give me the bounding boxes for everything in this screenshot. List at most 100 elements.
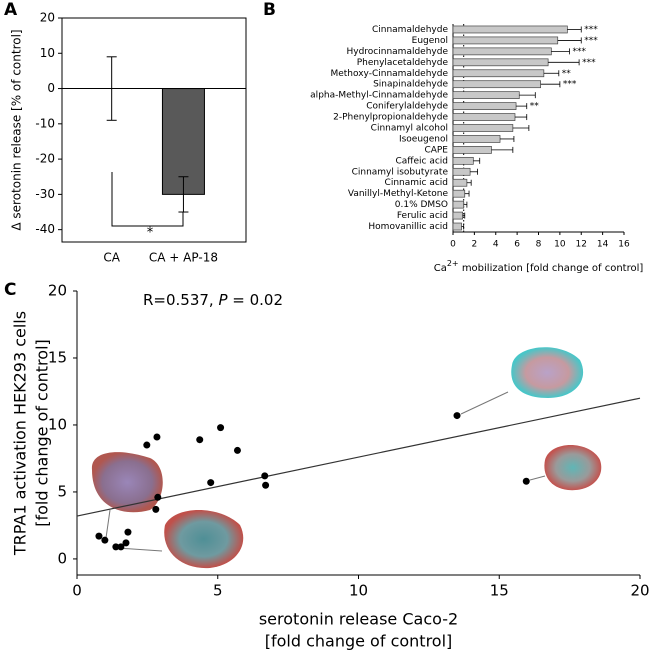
category-label: Cinnamic acid <box>385 178 448 188</box>
x-tick-label: 14 <box>597 240 609 250</box>
error-bar <box>473 157 481 164</box>
x-tick-label: 12 <box>576 240 587 250</box>
connector <box>105 509 111 539</box>
category-label: Caffeic acid <box>395 156 448 166</box>
category-label: Cinnamyl alcohol <box>371 124 448 134</box>
bar <box>452 113 516 121</box>
x-axis-label: serotonin release Caco-2 <box>259 610 458 629</box>
y-tick-label: 5 <box>57 482 67 500</box>
y-axis-label: TRPA1 activation HEK293 cells <box>11 311 30 556</box>
y-axis-label: [fold change of control] <box>33 339 52 527</box>
bar <box>452 47 552 56</box>
bar <box>452 167 471 176</box>
significance-label: ** <box>562 69 572 79</box>
y-tick-label: 20 <box>40 11 55 25</box>
bar <box>452 36 559 45</box>
error-bar <box>466 179 472 186</box>
category-label: Cinnamaldehyde <box>372 25 448 35</box>
connector <box>460 391 509 415</box>
x-axis-label: [fold change of control] <box>265 632 453 651</box>
x-tick-label: 4 <box>493 240 499 250</box>
category-label: Phenylacetaldehyde <box>357 58 449 68</box>
data-point <box>233 446 241 454</box>
x-tick-label: 20 <box>630 582 649 600</box>
x-axis-label: Ca2+ mobilization [fold change of contro… <box>434 259 644 274</box>
connector <box>529 475 546 481</box>
data-point <box>101 536 109 544</box>
error-bar <box>557 37 582 44</box>
x-tick-label: 10 <box>554 240 566 250</box>
x-tick-label: 0 <box>72 582 82 600</box>
category-label: alpha-Methyl-Cinnamaldehyde <box>310 91 448 101</box>
y-tick-label: -40 <box>35 222 55 236</box>
x-tick-label: 15 <box>490 582 509 600</box>
data-point <box>453 412 461 420</box>
error-bar <box>514 114 528 121</box>
x-tick-label: CA <box>103 251 120 265</box>
data-point <box>117 543 125 551</box>
annotation-part: P <box>218 291 228 309</box>
x-tick-label: 10 <box>349 582 368 600</box>
bar <box>452 102 517 110</box>
error-bar <box>540 81 561 88</box>
error-bar <box>178 176 189 213</box>
x-tick-label: 16 <box>618 240 630 250</box>
molecule-surfaces <box>91 347 602 569</box>
significance-label: *** <box>563 80 577 90</box>
y-tick-label: 0 <box>57 549 67 567</box>
significance-label: *** <box>582 58 596 68</box>
annotation-part: R=0.537, <box>143 291 218 309</box>
data-point <box>261 472 269 480</box>
bar <box>452 156 474 165</box>
error-bar <box>491 146 514 153</box>
category-label: Methoxy-Cinnamaldehyde <box>330 69 448 79</box>
error-bar <box>516 103 528 110</box>
molecule-surface <box>91 452 163 513</box>
data-point <box>196 436 204 444</box>
category-label: Eugenol <box>412 36 448 46</box>
category-label: Isoeugenol <box>399 134 448 144</box>
y-tick-label: 10 <box>40 46 55 60</box>
category-label: 2-Phenylpropionaldehyde <box>333 113 448 123</box>
error-bar <box>463 201 468 208</box>
significance-label: * <box>147 226 154 241</box>
error-bar <box>462 212 466 219</box>
data-point <box>207 479 215 487</box>
error-bar <box>567 26 582 33</box>
x-tick-label: 2 <box>472 240 478 250</box>
x-axis-label-part: 2+ <box>447 259 459 268</box>
panel-label: B <box>263 0 276 20</box>
y-tick-label: 20 <box>48 282 67 300</box>
y-tick-label: 15 <box>48 348 67 366</box>
significance-label: ** <box>530 102 540 112</box>
data-point <box>95 532 103 540</box>
bar <box>452 58 549 67</box>
y-tick-label: 10 <box>48 415 67 433</box>
x-tick-label: 0 <box>450 240 456 250</box>
molecule-surface <box>544 445 602 491</box>
error-bar <box>551 48 570 55</box>
data-point <box>124 528 132 536</box>
data-point <box>154 493 162 501</box>
data-point <box>217 424 225 432</box>
x-tick-label: CA + AP-18 <box>149 251 218 265</box>
significance-bracket <box>111 172 184 227</box>
bar <box>452 211 463 220</box>
bar <box>452 69 545 78</box>
data-point <box>112 543 120 551</box>
error-bar <box>543 70 560 77</box>
bar <box>452 135 501 143</box>
connector <box>116 547 163 552</box>
y-tick-label: -20 <box>35 152 55 166</box>
y-axis-label: Δ serotonin release [% of control] <box>10 29 24 230</box>
error-bar <box>461 223 465 230</box>
significance-label: *** <box>572 47 586 57</box>
panel-label: A <box>4 0 18 20</box>
error-bar <box>500 135 515 142</box>
significance-label: *** <box>584 36 598 46</box>
error-bar <box>464 190 470 197</box>
data-point <box>143 441 151 449</box>
data-point <box>122 539 130 547</box>
error-bar <box>519 92 536 99</box>
